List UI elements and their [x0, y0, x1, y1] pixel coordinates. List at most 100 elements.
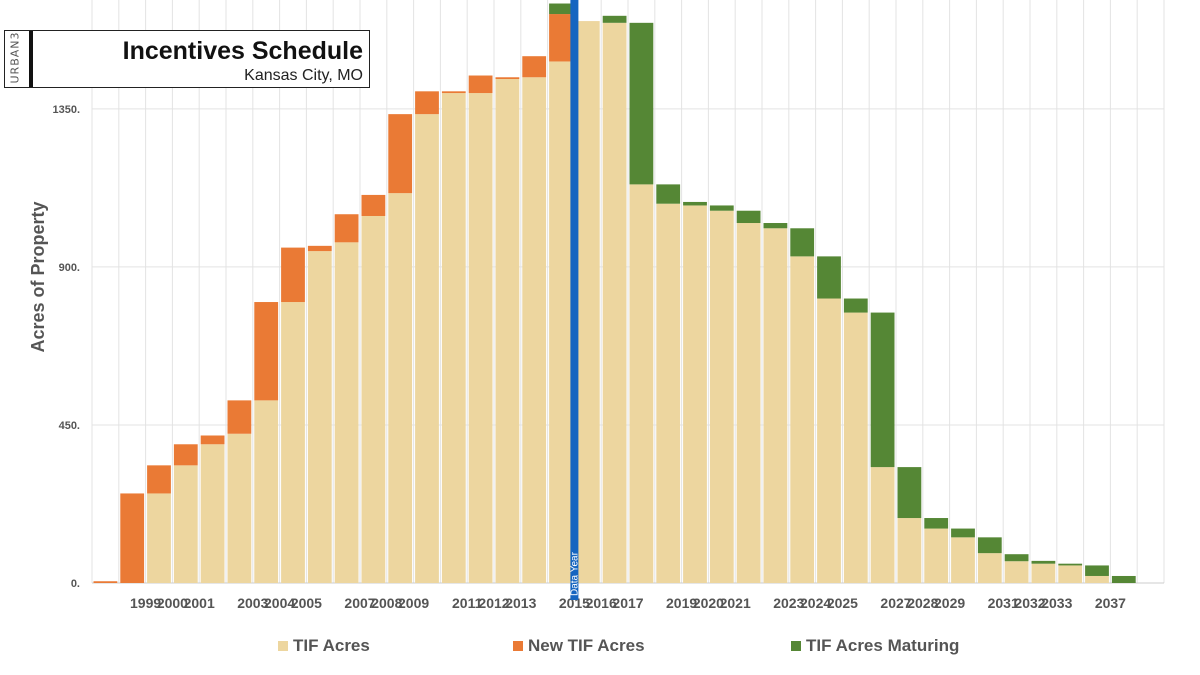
- x-tick-label: 2029: [934, 595, 965, 611]
- bar-tif-acres: [709, 210, 734, 583]
- bar-tif-acres: [683, 205, 707, 583]
- legend-item-tif: TIF Acres: [278, 636, 370, 656]
- x-tick-label: 2031: [988, 595, 1019, 611]
- chart-subtitle: Kansas City, MO: [244, 67, 363, 84]
- bar-tif-acres-maturing: [1058, 563, 1083, 566]
- bar-tif-acres: [790, 256, 815, 583]
- brand-text: URBAN3: [8, 31, 22, 84]
- x-tick-label: 2013: [505, 595, 536, 611]
- legend-label-new: New TIF Acres: [528, 636, 645, 655]
- x-tick-label: 2009: [398, 595, 429, 611]
- bar-tif-acres: [307, 251, 332, 583]
- bar-tif-acres-maturing: [736, 210, 761, 224]
- title-box: URBAN3 Incentives Schedule Kansas City, …: [4, 30, 370, 88]
- bar-tif-acres-maturing: [924, 518, 949, 529]
- bar-tif-acres-maturing: [549, 3, 573, 15]
- x-tick-label: 2003: [237, 595, 268, 611]
- bar-tif-acres-maturing: [683, 201, 707, 206]
- bar-tif-acres: [870, 467, 895, 583]
- x-tick-label: 2027: [880, 595, 911, 611]
- data-year-marker: Data Year: [569, 0, 580, 600]
- bar-tif-acres: [495, 79, 520, 583]
- bar-tif-acres: [1058, 565, 1083, 583]
- bar-tif-acres-maturing: [1111, 575, 1136, 583]
- bar-tif-acres: [334, 242, 359, 583]
- x-tick-label: 2015: [559, 595, 590, 611]
- bar-tif-acres-maturing: [977, 537, 1002, 554]
- x-tick-label: 2020: [693, 595, 724, 611]
- bar-new-tif-acres: [388, 114, 413, 194]
- x-tick-label: 2001: [184, 595, 215, 611]
- legend-swatch-maturing: [791, 641, 801, 651]
- bar-tif-acres: [1004, 561, 1029, 583]
- y-tick-labels: 0. 450. 900. 1350.: [52, 104, 80, 590]
- bar-new-tif-acres: [549, 14, 573, 62]
- bar-new-tif-acres: [147, 465, 171, 494]
- bar-tif-acres-maturing: [843, 298, 868, 313]
- x-tick-label: 2032: [1014, 595, 1045, 611]
- bar-tif-acres-maturing: [1004, 554, 1029, 562]
- x-tick-label: 2005: [291, 595, 322, 611]
- x-tick-label: 2019: [666, 595, 697, 611]
- bar-tif-acres: [602, 22, 627, 584]
- bar-tif-acres: [897, 518, 922, 583]
- bar-tif-acres-maturing: [763, 223, 788, 229]
- x-tick-label: 2033: [1041, 595, 1072, 611]
- x-tick-label: 2028: [907, 595, 938, 611]
- bar-tif-acres: [468, 93, 493, 583]
- data-year-line: [570, 0, 579, 600]
- bar-tif-acres-maturing: [951, 528, 975, 538]
- bar-tif-acres-maturing: [1031, 560, 1056, 564]
- brand-logo: URBAN3: [5, 31, 33, 87]
- bar-tif-acres: [254, 400, 279, 583]
- y-tick-label: 0.: [71, 578, 80, 590]
- bar-tif-acres-maturing: [1085, 565, 1109, 576]
- bar-tif-acres: [415, 114, 439, 583]
- x-tick-label: 2008: [371, 595, 402, 611]
- x-tick-label: 2000: [157, 595, 188, 611]
- bar-tif-acres: [1031, 563, 1056, 583]
- y-axis-label: Acres of Property: [28, 201, 48, 352]
- x-tick-label: 2021: [720, 595, 751, 611]
- bar-tif-acres: [817, 298, 841, 583]
- legend-label-tif: TIF Acres: [293, 636, 370, 655]
- x-tick-label: 2023: [773, 595, 804, 611]
- bar-tif-acres: [656, 203, 681, 583]
- legend-label-maturing: TIF Acres Maturing: [806, 636, 960, 655]
- bar-new-tif-acres: [522, 56, 547, 78]
- bar-new-tif-acres: [415, 91, 439, 115]
- bar-new-tif-acres: [120, 493, 145, 583]
- bar-tif-acres: [843, 312, 868, 583]
- legend-item-new: New TIF Acres: [513, 636, 645, 656]
- legend-swatch-new: [513, 641, 523, 651]
- bar-tif-acres: [522, 77, 547, 583]
- bar-tif-acres-maturing: [870, 312, 895, 468]
- bar-new-tif-acres: [173, 444, 198, 466]
- x-tick-label: 1999: [130, 595, 161, 611]
- bar-tif-acres: [147, 493, 171, 583]
- x-tick-label: 2024: [800, 595, 831, 611]
- bar-tif-acres-maturing: [790, 228, 815, 257]
- x-tick-label: 2037: [1095, 595, 1126, 611]
- bar-tif-acres: [1085, 575, 1109, 583]
- bar-tif-acres: [575, 21, 600, 584]
- bar-tif-acres: [227, 433, 252, 583]
- legend-item-maturing: TIF Acres Maturing: [791, 636, 959, 656]
- x-tick-label: 2025: [827, 595, 858, 611]
- x-tick-label: 2007: [344, 595, 375, 611]
- x-tick-label: 2016: [586, 595, 617, 611]
- bar-new-tif-acres: [361, 194, 386, 216]
- chart-title: Incentives Schedule: [122, 37, 363, 65]
- bar-new-tif-acres: [93, 581, 118, 583]
- bar-tif-acres: [951, 537, 975, 583]
- bar-tif-acres: [281, 302, 305, 583]
- bar-tif-acres: [924, 528, 949, 583]
- x-tick-label: 2017: [612, 595, 643, 611]
- data-year-label: Data Year: [569, 551, 580, 596]
- bar-new-tif-acres: [254, 302, 279, 401]
- bar-tif-acres: [388, 193, 413, 583]
- x-tick-label: 2004: [264, 595, 295, 611]
- bar-tif-acres: [763, 228, 788, 583]
